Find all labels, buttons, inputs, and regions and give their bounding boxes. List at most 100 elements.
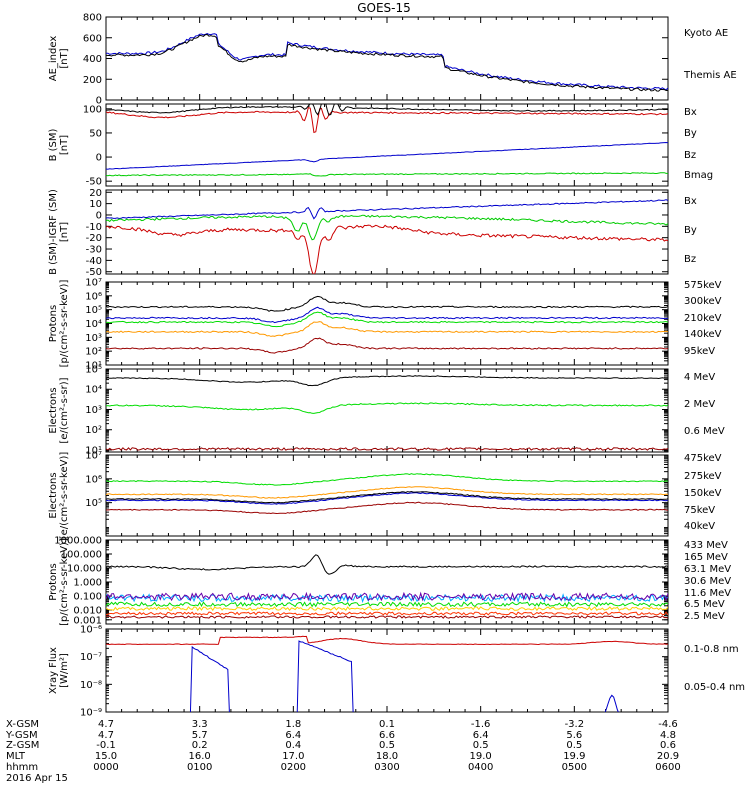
legend-entry: 0.05-0.4 nm	[684, 682, 745, 693]
y-tick-label: 0.001	[73, 615, 102, 626]
y-axis-label: Xray Flux	[48, 647, 59, 694]
series-line	[106, 501, 668, 515]
series-line	[106, 141, 668, 170]
legend-entry: 433 MeV	[684, 540, 728, 551]
orbit-value: 1.8	[285, 719, 301, 730]
series-line	[106, 306, 668, 324]
panel-1: 800 600 400 200 0 AE_index [nT] Kyoto AE Themis …	[48, 13, 737, 107]
legend-entry: 2 MeV	[684, 399, 715, 410]
legend-entry: 165 MeV	[684, 552, 728, 563]
series-line	[106, 606, 668, 612]
y-tick-label: 10⁻⁶	[80, 625, 102, 636]
series-line	[106, 106, 668, 134]
legend-entry: Themis AE	[683, 70, 737, 81]
y-tick-label: 1000.000	[54, 536, 102, 547]
y-tick-label: 10¹	[85, 361, 102, 372]
series-line	[106, 490, 668, 504]
legend-entry: By	[684, 128, 697, 139]
series-line	[106, 486, 668, 499]
orbit-value: 3.3	[192, 719, 208, 730]
series-line	[106, 601, 668, 608]
series-line	[106, 33, 668, 91]
series-line	[106, 104, 668, 116]
legend-entry: Bz	[684, 254, 696, 265]
series-line	[106, 447, 668, 451]
legend-entry: By	[684, 225, 697, 236]
orbit-value: 0600	[655, 762, 680, 773]
legend-entry: 95keV	[684, 346, 715, 357]
series-line	[106, 375, 668, 387]
orbit-value: 15.0	[95, 751, 117, 762]
legend-entry: Bmag	[684, 170, 713, 181]
legend-entry: Bx	[684, 107, 697, 118]
orbit-value: 0.5	[473, 740, 489, 751]
y-tick-label: 0.100	[73, 592, 102, 603]
y-tick-label: -50	[86, 267, 102, 278]
orbit-value: 5.7	[192, 730, 208, 741]
orbit-value: 0.1	[379, 719, 395, 730]
y-axis-label: B (SM)	[48, 128, 59, 161]
panel-frame	[105, 454, 669, 537]
panel-7: 1000.000 100.000 10.000 1.000 0.100 0.0100.00…	[48, 536, 731, 627]
panel-8: 10⁻⁶ 10⁻⁷ 10⁻⁸ 10⁻⁹ Xray Flux [W/m²] 0.1-0.8 n…	[48, 625, 745, 719]
series-line	[106, 295, 668, 312]
y-tick-label: 1.000	[73, 578, 102, 589]
legend-entry: 63.1 MeV	[684, 564, 731, 575]
series-line	[106, 635, 668, 646]
orbit-value: -1.6	[471, 719, 491, 730]
orbit-value: -0.1	[96, 740, 116, 751]
legend-entry: 0.6 MeV	[684, 426, 725, 437]
y-axis-label: [W/m²]	[59, 653, 70, 688]
date-label: 2016 Apr 15	[6, 773, 68, 784]
panel-frame	[105, 281, 669, 366]
y-axis-label: Electrons	[48, 387, 59, 433]
y-tick-label: 100	[83, 104, 102, 115]
y-tick-label: -10	[86, 222, 102, 233]
orbit-value: 4.7	[98, 719, 114, 730]
orbit-value: 19.9	[563, 751, 585, 762]
series-line	[106, 337, 668, 354]
orbit-value: 0300	[374, 762, 399, 773]
orbit-value: 0200	[281, 762, 306, 773]
legend-entry: 6.5 MeV	[684, 599, 725, 610]
legend-entry: 275keV	[684, 471, 722, 482]
orbit-value: 0.2	[192, 740, 208, 751]
y-axis-label: [e/(cm²-s-sr)]	[59, 377, 70, 443]
y-axis-label: [p/(cm²-s-sr-keV)]	[59, 280, 70, 368]
y-tick-label: 0	[96, 96, 102, 107]
orbit-row-label: MLT	[6, 751, 26, 762]
y-axis-label: AE_index	[48, 36, 59, 82]
y-tick-label: 10⁶	[85, 291, 102, 302]
series-line	[106, 321, 668, 337]
legend-entry: 2.5 MeV	[684, 611, 725, 622]
y-tick-label: 10³	[85, 333, 102, 344]
y-tick-label: 600	[83, 33, 102, 44]
y-axis-label: [nT]	[59, 48, 70, 68]
orbit-value: 4.7	[98, 730, 114, 741]
y-axis-label: Protons	[48, 563, 59, 600]
orbit-value: 6.4	[473, 730, 489, 741]
orbit-value: 0.6	[660, 740, 676, 751]
y-tick-label: 10⁻⁷	[80, 652, 102, 663]
panel-5: 10⁵ 10⁴ 10³ 10² 10¹ Electrons [e/(cm²-s-sr)] 4 …	[48, 365, 725, 457]
series-line	[106, 33, 668, 92]
y-tick-label: 800	[83, 13, 102, 24]
y-tick-label: 10³	[85, 405, 102, 416]
series-line	[106, 591, 668, 602]
panel-frame	[105, 539, 669, 625]
y-tick-label: 10	[89, 199, 102, 210]
legend-entry: 75keV	[684, 505, 715, 516]
panel-6: 10⁷ 10⁶ 10⁵ Electrons [e/(cm²-s-sr-keV)] 475k…	[48, 451, 722, 540]
orbit-value: 6.6	[379, 730, 395, 741]
y-tick-label: 50	[89, 128, 102, 139]
y-tick-label: 10²	[85, 347, 102, 358]
y-tick-label: 10⁷	[85, 278, 102, 289]
y-tick-label: 10⁻⁹	[80, 708, 102, 719]
legend-entry: 575keV	[684, 280, 722, 291]
legend-entry: 30.6 MeV	[684, 576, 731, 587]
y-tick-label: 0	[96, 153, 102, 164]
orbit-value: 0.5	[379, 740, 395, 751]
